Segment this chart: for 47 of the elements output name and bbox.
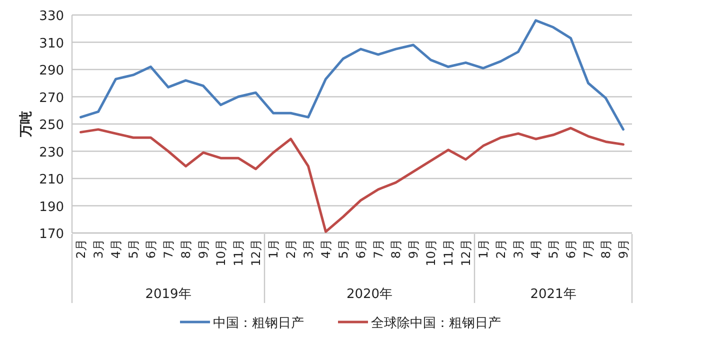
x-tick-label: 10月 bbox=[214, 239, 228, 266]
x-tick-label: 5月 bbox=[546, 239, 560, 259]
x-tick-label: 4月 bbox=[528, 239, 543, 259]
x-tick-label: 9月 bbox=[616, 239, 630, 259]
x-tick-label: 6月 bbox=[354, 239, 368, 259]
text: 2020年 bbox=[346, 287, 393, 302]
legend-label: 中国：粗钢日产 bbox=[213, 316, 304, 331]
x-tick-label: 4月 bbox=[318, 239, 333, 259]
y-tick-label: 170 bbox=[39, 227, 64, 242]
y-axis-title: 万吨 bbox=[19, 111, 34, 138]
y-tick-label: 190 bbox=[39, 200, 64, 215]
y-tick-label: 330 bbox=[39, 9, 64, 24]
x-tick-label: 12月 bbox=[458, 239, 473, 266]
y-tick-label: 210 bbox=[39, 172, 64, 188]
x-tick-label: 6月 bbox=[144, 239, 158, 259]
y-tick-label: 310 bbox=[39, 36, 64, 52]
x-tick-label: 5月 bbox=[336, 239, 350, 259]
x-tick-label: 1月 bbox=[266, 239, 280, 259]
x-tick-label: 11月 bbox=[231, 239, 246, 266]
legend-label: 全球除中国：粗钢日产 bbox=[371, 316, 501, 331]
text: 2021年 bbox=[530, 287, 576, 302]
x-tick-label: 9月 bbox=[406, 239, 420, 259]
x-tick-label: 3月 bbox=[91, 239, 106, 259]
x-tick-label: 5月 bbox=[126, 239, 140, 259]
y-tick-label: 270 bbox=[39, 90, 64, 106]
x-tick-label: 12月 bbox=[248, 239, 263, 266]
x-tick-label: 4月 bbox=[108, 239, 123, 259]
x-tick-label: 8月 bbox=[178, 239, 193, 259]
x-tick-label: 6月 bbox=[564, 239, 578, 259]
x-tick-label: 2月 bbox=[284, 239, 298, 259]
x-tick-label: 10月 bbox=[424, 239, 438, 266]
x-tick-label: 3月 bbox=[511, 239, 526, 259]
y-tick-label: 290 bbox=[39, 64, 64, 78]
x-tick-label: 2月 bbox=[74, 239, 88, 259]
y-tick-label: 230 bbox=[39, 145, 64, 160]
text: 2019年 bbox=[145, 287, 192, 302]
x-tick-label: 3月 bbox=[301, 239, 316, 259]
x-tick-label: 8月 bbox=[388, 239, 403, 259]
x-tick-label: 7月 bbox=[581, 239, 596, 259]
x-tick-label: 2月 bbox=[494, 239, 508, 259]
y-tick-label: 250 bbox=[39, 118, 64, 133]
x-tick-label: 11月 bbox=[441, 239, 456, 266]
x-tick-label: 7月 bbox=[161, 239, 176, 259]
x-tick-label: 7月 bbox=[371, 239, 386, 259]
x-tick-label: 9月 bbox=[196, 239, 210, 259]
x-tick-label: 1月 bbox=[476, 239, 490, 259]
x-tick-label: 8月 bbox=[598, 239, 613, 259]
